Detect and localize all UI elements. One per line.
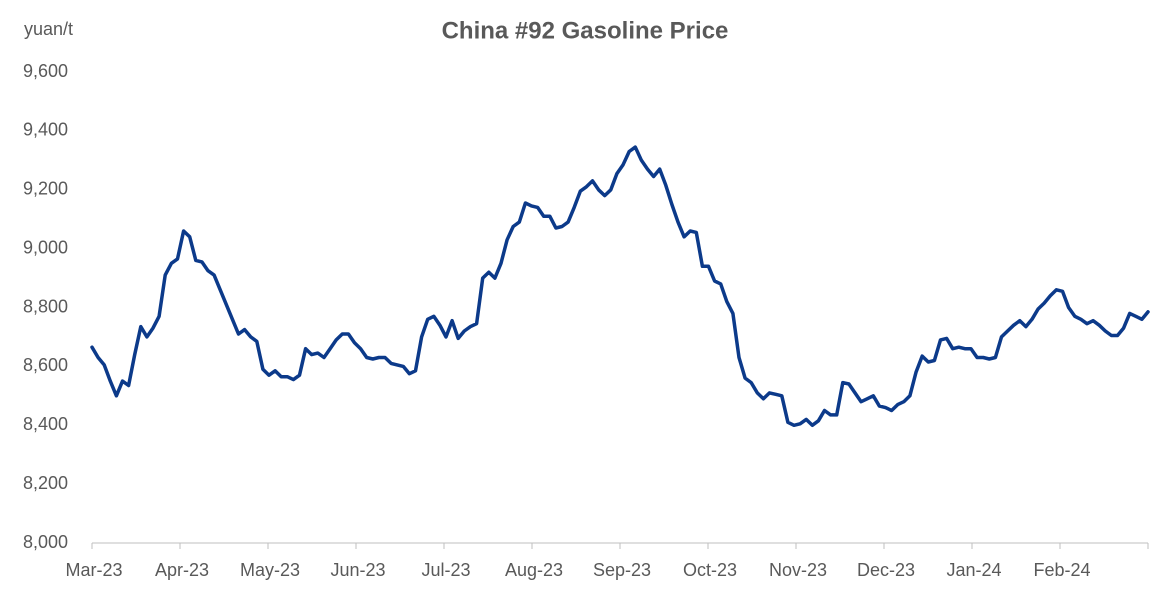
x-tick-label: Dec-23 <box>857 560 915 580</box>
x-tick-label: May-23 <box>240 560 300 580</box>
x-tick-label: Jun-23 <box>330 560 385 580</box>
x-tick-label: Jul-23 <box>421 560 470 580</box>
x-tick-label: Feb-24 <box>1033 560 1090 580</box>
x-tick-label: Jan-24 <box>946 560 1001 580</box>
y-tick-label: 8,200 <box>23 473 68 493</box>
y-tick-label: 9,200 <box>23 179 68 199</box>
x-tick-label: Aug-23 <box>505 560 563 580</box>
y-tick-label: 8,000 <box>23 532 68 552</box>
x-tick-label: Sep-23 <box>593 560 651 580</box>
x-tick-label: Mar-23 <box>65 560 122 580</box>
price-line <box>90 145 1150 428</box>
x-tick-label: Oct-23 <box>683 560 737 580</box>
y-tick-label: 8,400 <box>23 414 68 434</box>
y-tick-label: 9,000 <box>23 237 68 257</box>
y-axis-label: yuan/t <box>24 19 73 39</box>
x-tick-label: Nov-23 <box>769 560 827 580</box>
y-tick-label: 8,800 <box>23 296 68 316</box>
y-tick-label: 9,600 <box>23 61 68 81</box>
y-tick-label: 8,600 <box>23 355 68 375</box>
chart-title: China #92 Gasoline Price <box>442 17 729 44</box>
y-tick-label: 9,400 <box>23 120 68 140</box>
x-tick-label: Apr-23 <box>155 560 209 580</box>
